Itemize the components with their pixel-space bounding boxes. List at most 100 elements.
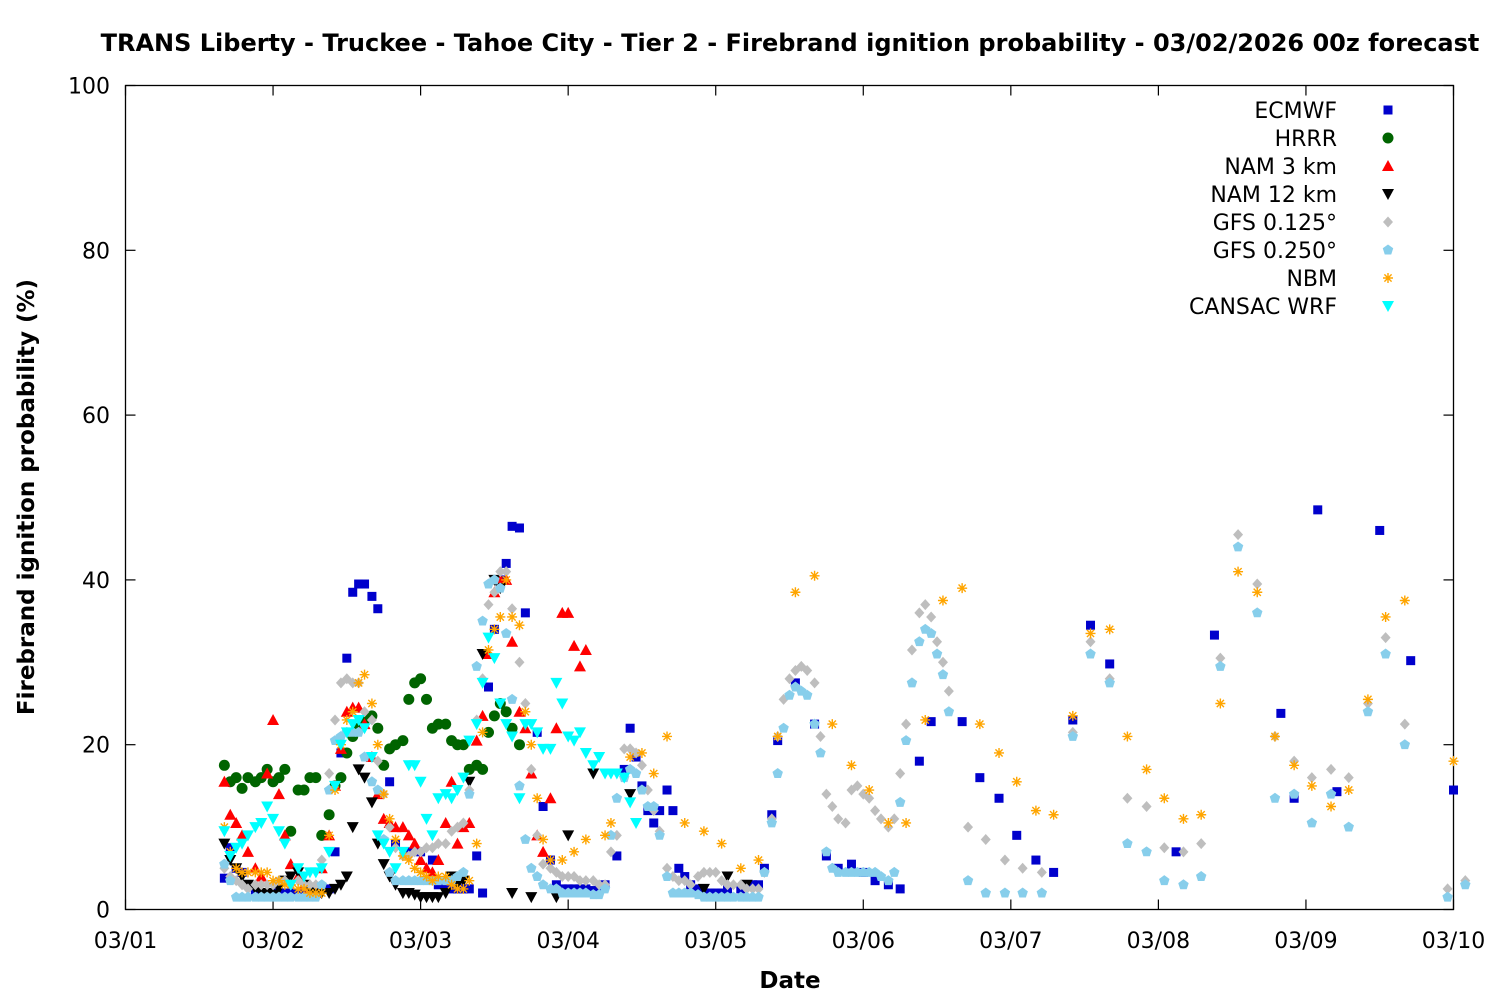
legend-marker [1383, 273, 1393, 283]
data-point [501, 558, 511, 568]
data-point [426, 830, 439, 842]
data-point [537, 845, 550, 857]
data-point [323, 888, 336, 900]
data-point [273, 875, 284, 886]
data-point [432, 793, 445, 805]
data-point [507, 521, 517, 531]
data-point [556, 698, 569, 710]
data-point [624, 797, 637, 809]
data-point [354, 579, 364, 589]
data-point [384, 866, 395, 877]
data-point [999, 887, 1011, 898]
data-point [778, 722, 789, 733]
data-point [409, 863, 420, 874]
data-point [241, 830, 254, 842]
data-point [1122, 838, 1133, 849]
data-point [531, 727, 544, 739]
series-gfs-0-250- [219, 541, 1471, 902]
data-point [809, 718, 820, 729]
data-point [685, 887, 696, 898]
x-tick-label: 03/09 [1274, 929, 1337, 954]
data-point [1306, 817, 1318, 828]
data-point [432, 854, 445, 866]
data-point [1105, 659, 1115, 669]
x-axis-label: Date [759, 968, 820, 994]
data-point [224, 850, 237, 862]
data-point [520, 698, 531, 709]
data-point [1159, 875, 1170, 886]
data-point [994, 793, 1004, 803]
legend-marker [1383, 216, 1393, 228]
data-point [440, 718, 452, 730]
data-point [901, 817, 912, 828]
data-point [1380, 648, 1391, 659]
data-point [538, 834, 549, 845]
data-point [735, 863, 746, 874]
data-point [514, 780, 525, 791]
data-point [224, 808, 237, 820]
data-point [852, 780, 863, 792]
data-point [342, 653, 352, 663]
data-point [1209, 630, 1219, 640]
legend: ECMWF HRRR NAM 3 km NAM 12 km GFS 0.125° GFS … [1189, 99, 1394, 320]
data-point [432, 892, 445, 904]
x-tick-label: 03/08 [1127, 929, 1190, 954]
data-point [472, 851, 482, 861]
data-point [457, 772, 470, 784]
data-point [821, 788, 832, 800]
data-point [801, 689, 813, 700]
plot-frame [124, 84, 1455, 911]
data-point [1017, 862, 1028, 874]
data-point [1196, 838, 1207, 850]
data-point [279, 763, 291, 775]
data-point [600, 830, 611, 841]
data-point [230, 816, 243, 828]
data-point [446, 879, 457, 890]
x-tick-label: 03/07 [979, 929, 1042, 954]
y-tick-label: 40 [82, 569, 110, 594]
data-point [569, 846, 580, 857]
data-point [409, 846, 420, 858]
data-point [545, 855, 556, 866]
data-point [840, 817, 851, 829]
data-point [513, 739, 525, 751]
data-point [914, 756, 924, 766]
data-point [439, 888, 452, 900]
data-point [230, 772, 242, 784]
data-point [421, 842, 432, 854]
data-point [568, 735, 581, 747]
data-point [507, 603, 518, 615]
data-point [815, 730, 826, 742]
data-point [1362, 706, 1374, 717]
data-point [514, 656, 525, 668]
data-point [507, 611, 518, 622]
data-point [477, 615, 488, 626]
data-point [483, 682, 493, 692]
data-point [618, 772, 631, 784]
data-point [471, 838, 482, 849]
data-point [285, 891, 296, 902]
data-point [906, 677, 918, 688]
data-point [1313, 505, 1323, 515]
data-point [753, 891, 764, 902]
y-tick-label: 20 [82, 734, 110, 759]
data-point [315, 863, 328, 875]
data-point [698, 866, 709, 878]
data-point [477, 727, 488, 738]
data-point [1085, 628, 1096, 639]
data-point [957, 717, 967, 727]
data-point [611, 792, 623, 803]
data-point [821, 846, 832, 857]
data-point [426, 866, 439, 878]
data-point [1159, 793, 1170, 804]
data-point [697, 883, 710, 895]
data-point [790, 587, 801, 598]
data-point [537, 879, 549, 890]
data-point [1141, 801, 1152, 812]
data-point [654, 829, 665, 840]
data-point [359, 669, 370, 680]
x-tick-label: 03/04 [536, 929, 599, 954]
data-point [673, 875, 684, 887]
data-point [704, 866, 715, 878]
data-point [242, 883, 253, 895]
